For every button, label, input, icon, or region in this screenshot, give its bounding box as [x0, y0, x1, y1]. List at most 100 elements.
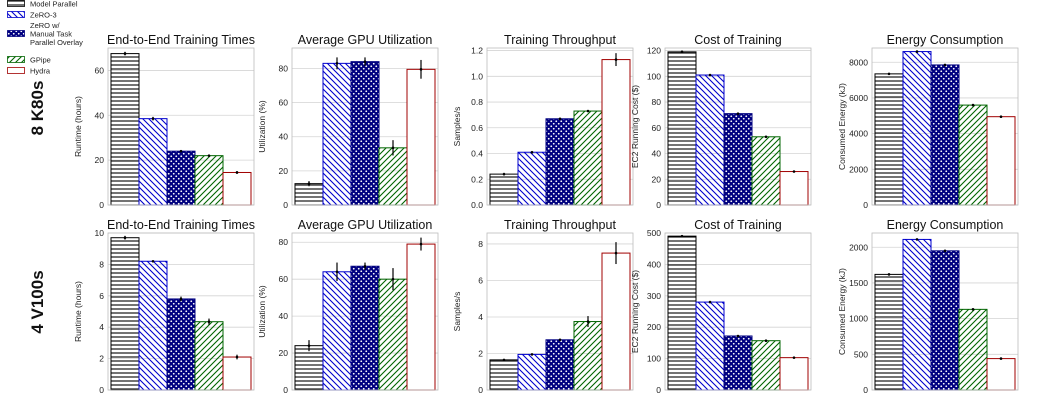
chart-title: Energy Consumption	[887, 33, 1004, 47]
y-tick-label: 8	[99, 259, 104, 269]
legend-label-line: Model Parallel	[30, 0, 78, 9]
error-bar-point	[887, 72, 891, 76]
y-tick-label: 20	[279, 166, 289, 176]
error-bar-point	[999, 115, 1003, 118]
bar	[322, 271, 352, 391]
chart-title: Energy Consumption	[887, 218, 1004, 232]
legend-label: Model Parallel	[30, 0, 78, 9]
legend-entry: Hydra	[7, 67, 51, 76]
bar	[573, 110, 603, 206]
y-tick-label: 40	[652, 149, 662, 159]
bar	[601, 59, 631, 206]
plot-frame	[664, 47, 812, 206]
chart-panel: 0 2 4 6 8 Training Throughput Samples/s	[452, 218, 634, 395]
row-label: 8 K80s	[28, 81, 47, 136]
plot-frame	[291, 232, 439, 391]
bar	[545, 339, 575, 391]
bar	[166, 298, 196, 391]
chart-panel: 0 20 40 60 End-to-End Training Times Runtime …	[73, 33, 255, 210]
legend-swatch	[7, 56, 25, 63]
error-bar-point	[307, 182, 311, 185]
error-bar-point	[530, 150, 534, 154]
y-tick-label: 2	[99, 354, 104, 364]
y-tick-label: 1500	[849, 278, 868, 288]
bar	[667, 235, 697, 391]
bar	[779, 357, 809, 391]
bar	[350, 61, 380, 206]
y-axis-label: EC2 Running Cost ($)	[630, 270, 640, 353]
bar	[406, 243, 436, 391]
error-bar-point	[335, 62, 339, 65]
legend-label-line: ZeRO-3	[30, 11, 57, 20]
bar	[378, 278, 408, 391]
y-tick-label: 0.2	[471, 174, 483, 184]
error-bar-point	[419, 242, 423, 246]
y-axis-label: EC2 Running Cost ($)	[630, 85, 640, 168]
y-tick-label: 300	[647, 291, 661, 301]
y-tick-label: 2	[478, 348, 483, 358]
y-tick-label: 20	[279, 348, 289, 358]
legend-label: Hydra	[30, 67, 51, 76]
y-axis-label: Utilization (%)	[257, 285, 267, 338]
y-tick-label: 60	[95, 65, 105, 75]
error-bar-point	[943, 63, 947, 67]
y-tick-label: 4	[478, 312, 483, 322]
y-tick-label: 60	[652, 123, 662, 133]
y-tick-label: 100	[647, 71, 661, 81]
bar	[378, 147, 408, 206]
bar	[986, 358, 1016, 391]
error-bar-point	[971, 103, 975, 107]
bar	[350, 265, 380, 391]
error-bar-point	[391, 277, 395, 281]
legend-label-line: ZeRO w/	[30, 21, 61, 30]
y-tick-label: 0	[863, 200, 868, 210]
legend-label: ZeRO-3	[30, 11, 57, 20]
error-bar-point	[915, 50, 919, 53]
y-tick-label: 400	[647, 259, 661, 269]
error-bar-point	[558, 117, 562, 121]
legend-entry: GPipe	[7, 56, 51, 65]
y-tick-label: 4	[99, 322, 104, 332]
bar	[930, 64, 960, 206]
row-label: 4 V100s	[28, 270, 47, 333]
bar	[723, 335, 753, 391]
y-tick-label: 0	[478, 385, 483, 395]
y-tick-label: 60	[279, 98, 289, 108]
error-bar-point	[764, 339, 768, 343]
y-tick-label: 100	[647, 354, 661, 364]
error-bar-point	[586, 109, 590, 113]
y-tick-label: 2000	[849, 242, 868, 252]
bar	[723, 113, 753, 206]
bar	[930, 250, 960, 391]
error-bar-point	[363, 264, 367, 268]
chart-panel: 0 20 40 60 80 Average GPU Utilization Utilizat…	[257, 218, 439, 395]
error-bar-point	[391, 146, 395, 150]
bar	[695, 74, 725, 206]
y-tick-label: 6	[99, 291, 104, 301]
y-tick-label: 6	[478, 275, 483, 285]
plot-frame	[871, 47, 1019, 206]
y-axis-label: Consumed Energy (kJ)	[837, 83, 847, 170]
bar	[874, 273, 904, 391]
bar	[222, 356, 252, 391]
legend-entry: ZeRO-3	[7, 11, 57, 20]
bar	[779, 171, 809, 206]
error-bar-point	[502, 172, 506, 176]
y-tick-label: 0	[863, 385, 868, 395]
error-bar-point	[915, 238, 919, 241]
y-tick-label: 0	[283, 385, 288, 395]
bar	[902, 238, 932, 391]
chart-title: Cost of Training	[694, 33, 782, 47]
y-axis-label: Consumed Energy (kJ)	[837, 268, 847, 355]
error-bar-point	[151, 259, 155, 263]
y-tick-label: 0	[99, 385, 104, 395]
y-tick-label: 0	[656, 200, 661, 210]
chart-panel: 0 100 200 300 400 500 Cost of Training EC2 Runn…	[630, 218, 812, 395]
chart-panel: 0 500 1000 1500 2000 Energy Consumption Consum…	[837, 218, 1019, 395]
error-bar-point	[792, 170, 796, 173]
bar	[986, 116, 1016, 206]
plot-frame	[107, 47, 255, 206]
error-bar-point	[764, 135, 768, 139]
